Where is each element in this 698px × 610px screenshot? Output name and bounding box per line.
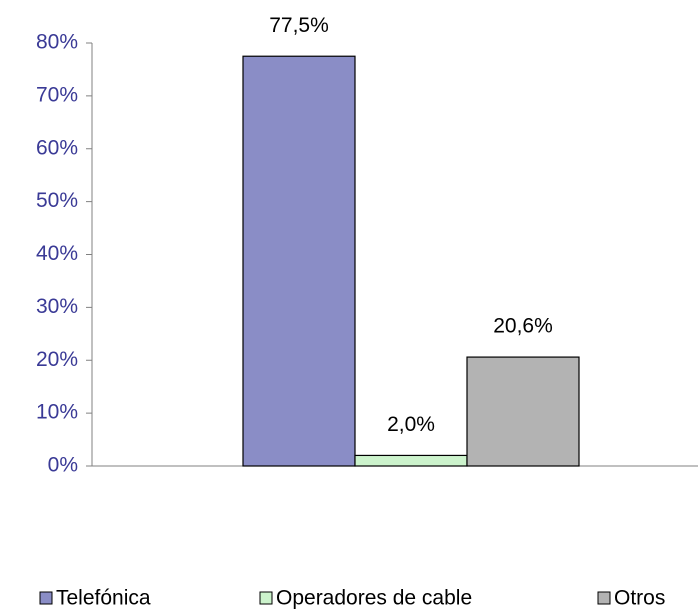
y-tick-label: 70% (36, 83, 78, 106)
value-label: 2,0% (387, 413, 435, 436)
legend-swatch (597, 591, 611, 605)
legend-label: Otros (614, 587, 665, 610)
y-tick-label: 0% (48, 454, 78, 477)
legend-label: Operadores de cable (276, 587, 472, 610)
y-tick-label: 80% (36, 31, 78, 54)
value-label: 20,6% (493, 315, 553, 338)
legend-swatch (39, 591, 53, 605)
bar (242, 55, 356, 467)
bar (354, 454, 468, 467)
y-tick-label: 40% (36, 242, 78, 265)
bar (466, 356, 580, 467)
y-tick-label: 20% (36, 348, 78, 371)
legend-label: Telefónica (56, 587, 151, 610)
value-label: 77,5% (269, 14, 329, 37)
y-tick-label: 10% (36, 401, 78, 424)
y-tick-label: 60% (36, 136, 78, 159)
legend-swatch (259, 591, 273, 605)
y-tick-label: 30% (36, 295, 78, 318)
y-tick-label: 50% (36, 189, 78, 212)
